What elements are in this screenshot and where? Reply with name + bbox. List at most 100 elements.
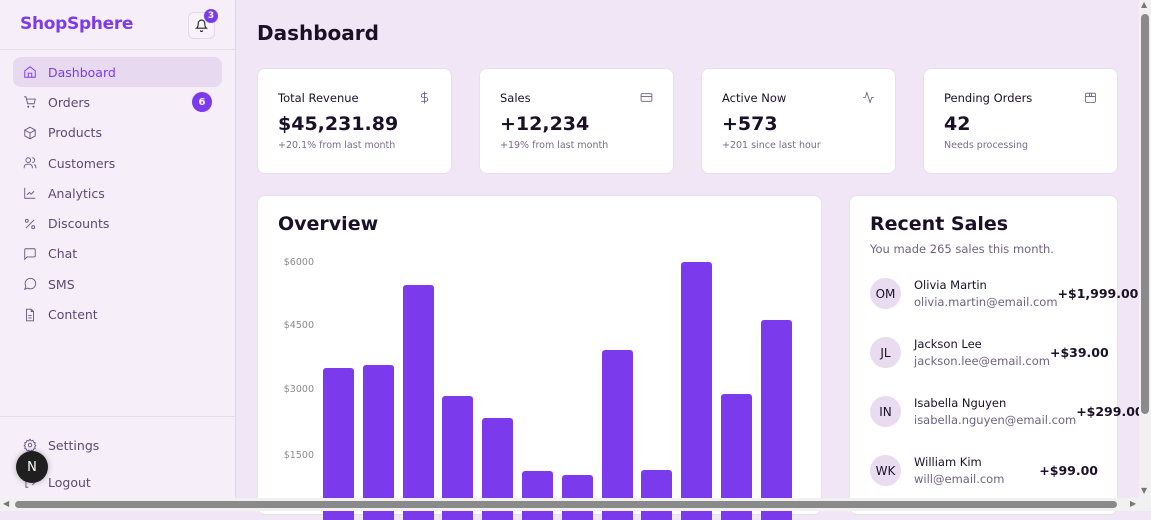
scroll-up-arrow[interactable]: ▲ bbox=[1141, 0, 1148, 9]
file-icon bbox=[26, 308, 34, 321]
users-icon bbox=[23, 157, 37, 169]
message-square-icon bbox=[24, 248, 36, 261]
sidebar-item-label: Analytics bbox=[48, 185, 105, 201]
sidebar-item-label: Logout bbox=[48, 474, 91, 490]
stat-card-sales: Sales +12,234 +19% from last month bbox=[479, 68, 674, 174]
customer-email: jackson.lee@email.com bbox=[914, 354, 1050, 368]
recent-sales-title: Recent Sales bbox=[870, 213, 1009, 235]
customer-name: Isabella Nguyen bbox=[914, 396, 1007, 410]
next-dev-tools-button[interactable]: N bbox=[16, 451, 48, 483]
sidebar-item-orders[interactable]: Orders 6 bbox=[13, 87, 222, 117]
avatar: WK bbox=[870, 455, 901, 486]
sale-row: OM Olivia Martin olivia.martin@email.com +$… bbox=[870, 278, 1138, 309]
activity-icon bbox=[863, 91, 874, 104]
sale-amount: +$1,999.00 bbox=[1057, 286, 1139, 301]
sidebar-item-sms[interactable]: SMS bbox=[13, 269, 222, 299]
stat-value: +573 bbox=[722, 113, 778, 135]
sidebar-item-label: Dashboard bbox=[48, 64, 116, 80]
stat-title: Sales bbox=[500, 91, 531, 105]
sale-row: WK William Kim will@email.com +$99.00 bbox=[870, 455, 1098, 486]
chart-bar bbox=[323, 367, 354, 520]
percent-icon bbox=[24, 218, 36, 229]
customer-name: Olivia Martin bbox=[914, 278, 987, 292]
recent-sales-card: Recent Sales You made 265 sales this mon… bbox=[849, 195, 1144, 515]
stat-card-pending-orders: Pending Orders 42 Needs processing bbox=[923, 68, 1118, 174]
sidebar-item-analytics[interactable]: Analytics bbox=[13, 178, 222, 208]
sidebar-item-content[interactable]: Content bbox=[13, 299, 222, 329]
horizontal-scrollbar-thumb[interactable] bbox=[15, 501, 1117, 508]
sidebar-item-settings[interactable]: Settings bbox=[13, 430, 222, 460]
stat-subtext: Needs processing bbox=[944, 140, 1028, 151]
divider bbox=[0, 49, 235, 50]
vertical-scrollbar-thumb[interactable] bbox=[1141, 14, 1149, 414]
credit-card-icon bbox=[640, 93, 653, 102]
overview-title: Overview bbox=[278, 213, 379, 235]
chart-bar bbox=[641, 469, 673, 520]
vertical-scrollbar[interactable]: ▲ ▼ bbox=[1139, 0, 1151, 498]
bell-icon bbox=[195, 19, 208, 32]
y-tick-label: $1500 bbox=[283, 450, 314, 461]
stat-subtext: +19% from last month bbox=[500, 140, 609, 151]
stat-value: $45,231.89 bbox=[278, 113, 399, 135]
sidebar-item-customers[interactable]: Customers bbox=[13, 148, 222, 178]
brand-logo[interactable]: ShopSphere bbox=[20, 14, 134, 34]
y-tick-label: $3000 bbox=[283, 384, 314, 395]
chart-bar bbox=[522, 470, 553, 520]
sidebar-item-dashboard[interactable]: Dashboard bbox=[13, 57, 222, 88]
stat-subtext: +20.1% from last month bbox=[278, 140, 396, 151]
sidebar-item-products[interactable]: Products bbox=[13, 118, 222, 148]
avatar: OM bbox=[870, 278, 901, 309]
chart-bar bbox=[362, 364, 394, 520]
customer-email: isabella.nguyen@email.com bbox=[914, 413, 1077, 427]
gear-icon bbox=[23, 438, 37, 452]
sale-row: IN Isabella Nguyen isabella.nguyen@email.c… bbox=[870, 396, 1144, 427]
chart-line-icon bbox=[24, 188, 36, 200]
sale-row: JL Jackson Lee jackson.lee@email.com +$39.0… bbox=[870, 337, 1109, 368]
sidebar-item-label: Customers bbox=[48, 155, 116, 171]
message-circle-icon bbox=[23, 278, 37, 291]
scroll-right-arrow[interactable]: ▶ bbox=[1130, 499, 1137, 508]
stat-card-active-now: Active Now +573 +201 since last hour bbox=[701, 68, 896, 174]
y-tick-label: $6000 bbox=[283, 257, 314, 268]
divider bbox=[0, 416, 235, 417]
stat-subtext: +201 since last hour bbox=[722, 140, 821, 151]
box-icon bbox=[24, 126, 36, 140]
y-tick-label: $4500 bbox=[283, 320, 314, 331]
sidebar-item-chat[interactable]: Chat bbox=[13, 239, 222, 269]
chart-bar bbox=[760, 320, 792, 520]
package-icon bbox=[1085, 92, 1096, 103]
orders-count-badge: 6 bbox=[192, 92, 212, 113]
home-icon bbox=[24, 66, 36, 78]
recent-sales-subtitle: You made 265 sales this month. bbox=[870, 242, 1054, 256]
sale-amount: +$299.00 bbox=[1076, 404, 1144, 419]
sidebar-item-label: Products bbox=[48, 125, 102, 141]
sidebar: ShopSphere 3 Dashboard Orders 6 Products … bbox=[0, 0, 236, 498]
sidebar-item-label: Content bbox=[48, 307, 98, 323]
chart-bar bbox=[601, 349, 633, 520]
avatar: IN bbox=[870, 396, 901, 427]
sidebar-item-discounts[interactable]: Discounts bbox=[13, 208, 222, 238]
sidebar-item-label: Chat bbox=[48, 246, 78, 262]
sale-amount: +$39.00 bbox=[1049, 345, 1109, 360]
sidebar-item-label: Discounts bbox=[48, 216, 110, 232]
chart-bar bbox=[402, 285, 434, 520]
customer-name: William Kim bbox=[914, 455, 982, 469]
avatar: JL bbox=[870, 337, 901, 368]
scroll-down-arrow[interactable]: ▼ bbox=[1141, 486, 1148, 495]
overview-card: Overview $6000 $4500 $3000 $1500 bbox=[257, 195, 822, 520]
stat-title: Pending Orders bbox=[944, 91, 1033, 105]
customer-email: will@email.com bbox=[914, 472, 1005, 486]
sale-amount: +$99.00 bbox=[1039, 463, 1098, 478]
chart-bar bbox=[681, 262, 713, 520]
scroll-left-arrow[interactable]: ◀ bbox=[3, 499, 10, 508]
sidebar-nav: Dashboard Orders 6 Products Customers Ana… bbox=[13, 57, 222, 330]
stat-value: 42 bbox=[944, 113, 971, 135]
stat-title: Active Now bbox=[722, 91, 787, 105]
horizontal-scrollbar[interactable]: ◀ ▶ bbox=[0, 498, 1151, 511]
dollar-icon bbox=[420, 91, 429, 104]
page-title: Dashboard bbox=[257, 21, 379, 45]
sidebar-item-label: Orders bbox=[48, 94, 91, 110]
stat-card-total-revenue: Total Revenue $45,231.89 +20.1% from las… bbox=[257, 68, 452, 174]
notification-count-badge: 3 bbox=[204, 9, 218, 23]
customer-email: olivia.martin@email.com bbox=[914, 295, 1058, 309]
